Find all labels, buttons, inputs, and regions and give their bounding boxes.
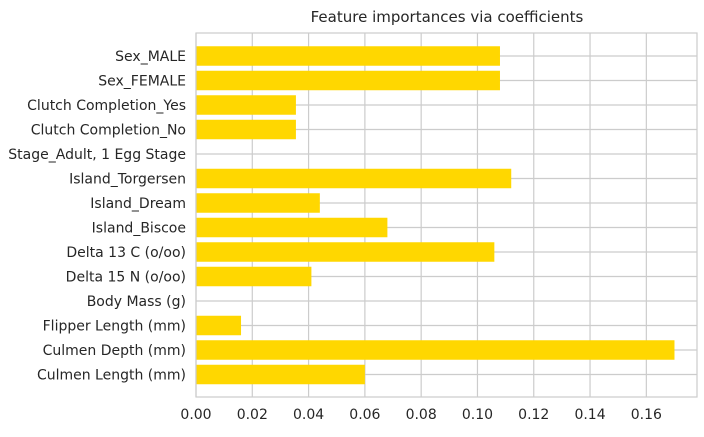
y-tick-label-culmen-depth-mm: Culmen Depth (mm) <box>43 343 186 359</box>
bar-culmen-length-mm <box>196 364 365 385</box>
x-tick-label-4: 0.08 <box>406 407 437 423</box>
x-tick-labels: 0.00 0.02 0.04 0.06 0.08 0.10 0.12 0.14 0.16 <box>180 407 662 423</box>
bar-island-biscoe <box>196 217 388 238</box>
x-tick-label-5: 0.10 <box>462 407 493 423</box>
y-tick-label-sex-female: Sex_FEMALE <box>98 74 186 90</box>
y-tick-label-delta-15-n-o-oo: Delta 15 N (o/oo) <box>66 270 186 286</box>
bar-flipper-length-mm <box>196 315 242 336</box>
bar-clutch-completion-no <box>196 119 296 140</box>
x-tick-label-7: 0.14 <box>574 407 605 423</box>
x-tick-label-8: 0.16 <box>631 407 662 423</box>
bar-layer <box>196 46 675 385</box>
plot-frame <box>195 32 698 398</box>
y-tick-label-culmen-length-mm: Culmen Length (mm) <box>37 368 186 384</box>
bar-island-torgersen <box>196 168 512 189</box>
x-tick-label-3: 0.06 <box>349 407 380 423</box>
x-tick-label-0: 0.00 <box>180 407 211 423</box>
bar-culmen-depth-mm <box>196 340 675 360</box>
bar-delta-13-c-o-oo <box>196 242 495 262</box>
y-tick-label-stage-adult-1-egg-stage: Stage_Adult, 1 Egg Stage <box>8 147 186 163</box>
y-tick-labels: Culmen Length (mm) Culmen Depth (mm) Flipp… <box>8 49 186 384</box>
y-tick-label-delta-13-c-o-oo: Delta 13 C (o/oo) <box>66 245 186 261</box>
bar-sex-male <box>196 46 500 66</box>
y-tick-label-island-torgersen: Island_Torgersen <box>69 172 186 188</box>
x-tick-label-6: 0.12 <box>518 407 549 423</box>
y-tick-label-body-mass-g: Body Mass (g) <box>87 294 186 310</box>
x-tick-label-1: 0.02 <box>237 407 268 423</box>
y-tick-label-clutch-completion-yes: Clutch Completion_Yes <box>27 98 186 114</box>
bar-delta-15-n-o-oo <box>196 266 312 287</box>
y-tick-label-island-dream: Island_Dream <box>90 196 186 212</box>
chart-title: Feature importances via coefficients <box>311 8 584 26</box>
x-tick-label-2: 0.04 <box>293 407 324 423</box>
bar-sex-female <box>196 70 500 91</box>
bar-island-dream <box>196 193 320 213</box>
bar-clutch-completion-yes <box>196 95 296 115</box>
y-tick-label-sex-male: Sex_MALE <box>115 49 186 65</box>
y-tick-label-flipper-length-mm: Flipper Length (mm) <box>43 319 186 335</box>
y-tick-label-island-biscoe: Island_Biscoe <box>92 221 186 237</box>
y-tick-label-clutch-completion-no: Clutch Completion_No <box>31 123 186 139</box>
